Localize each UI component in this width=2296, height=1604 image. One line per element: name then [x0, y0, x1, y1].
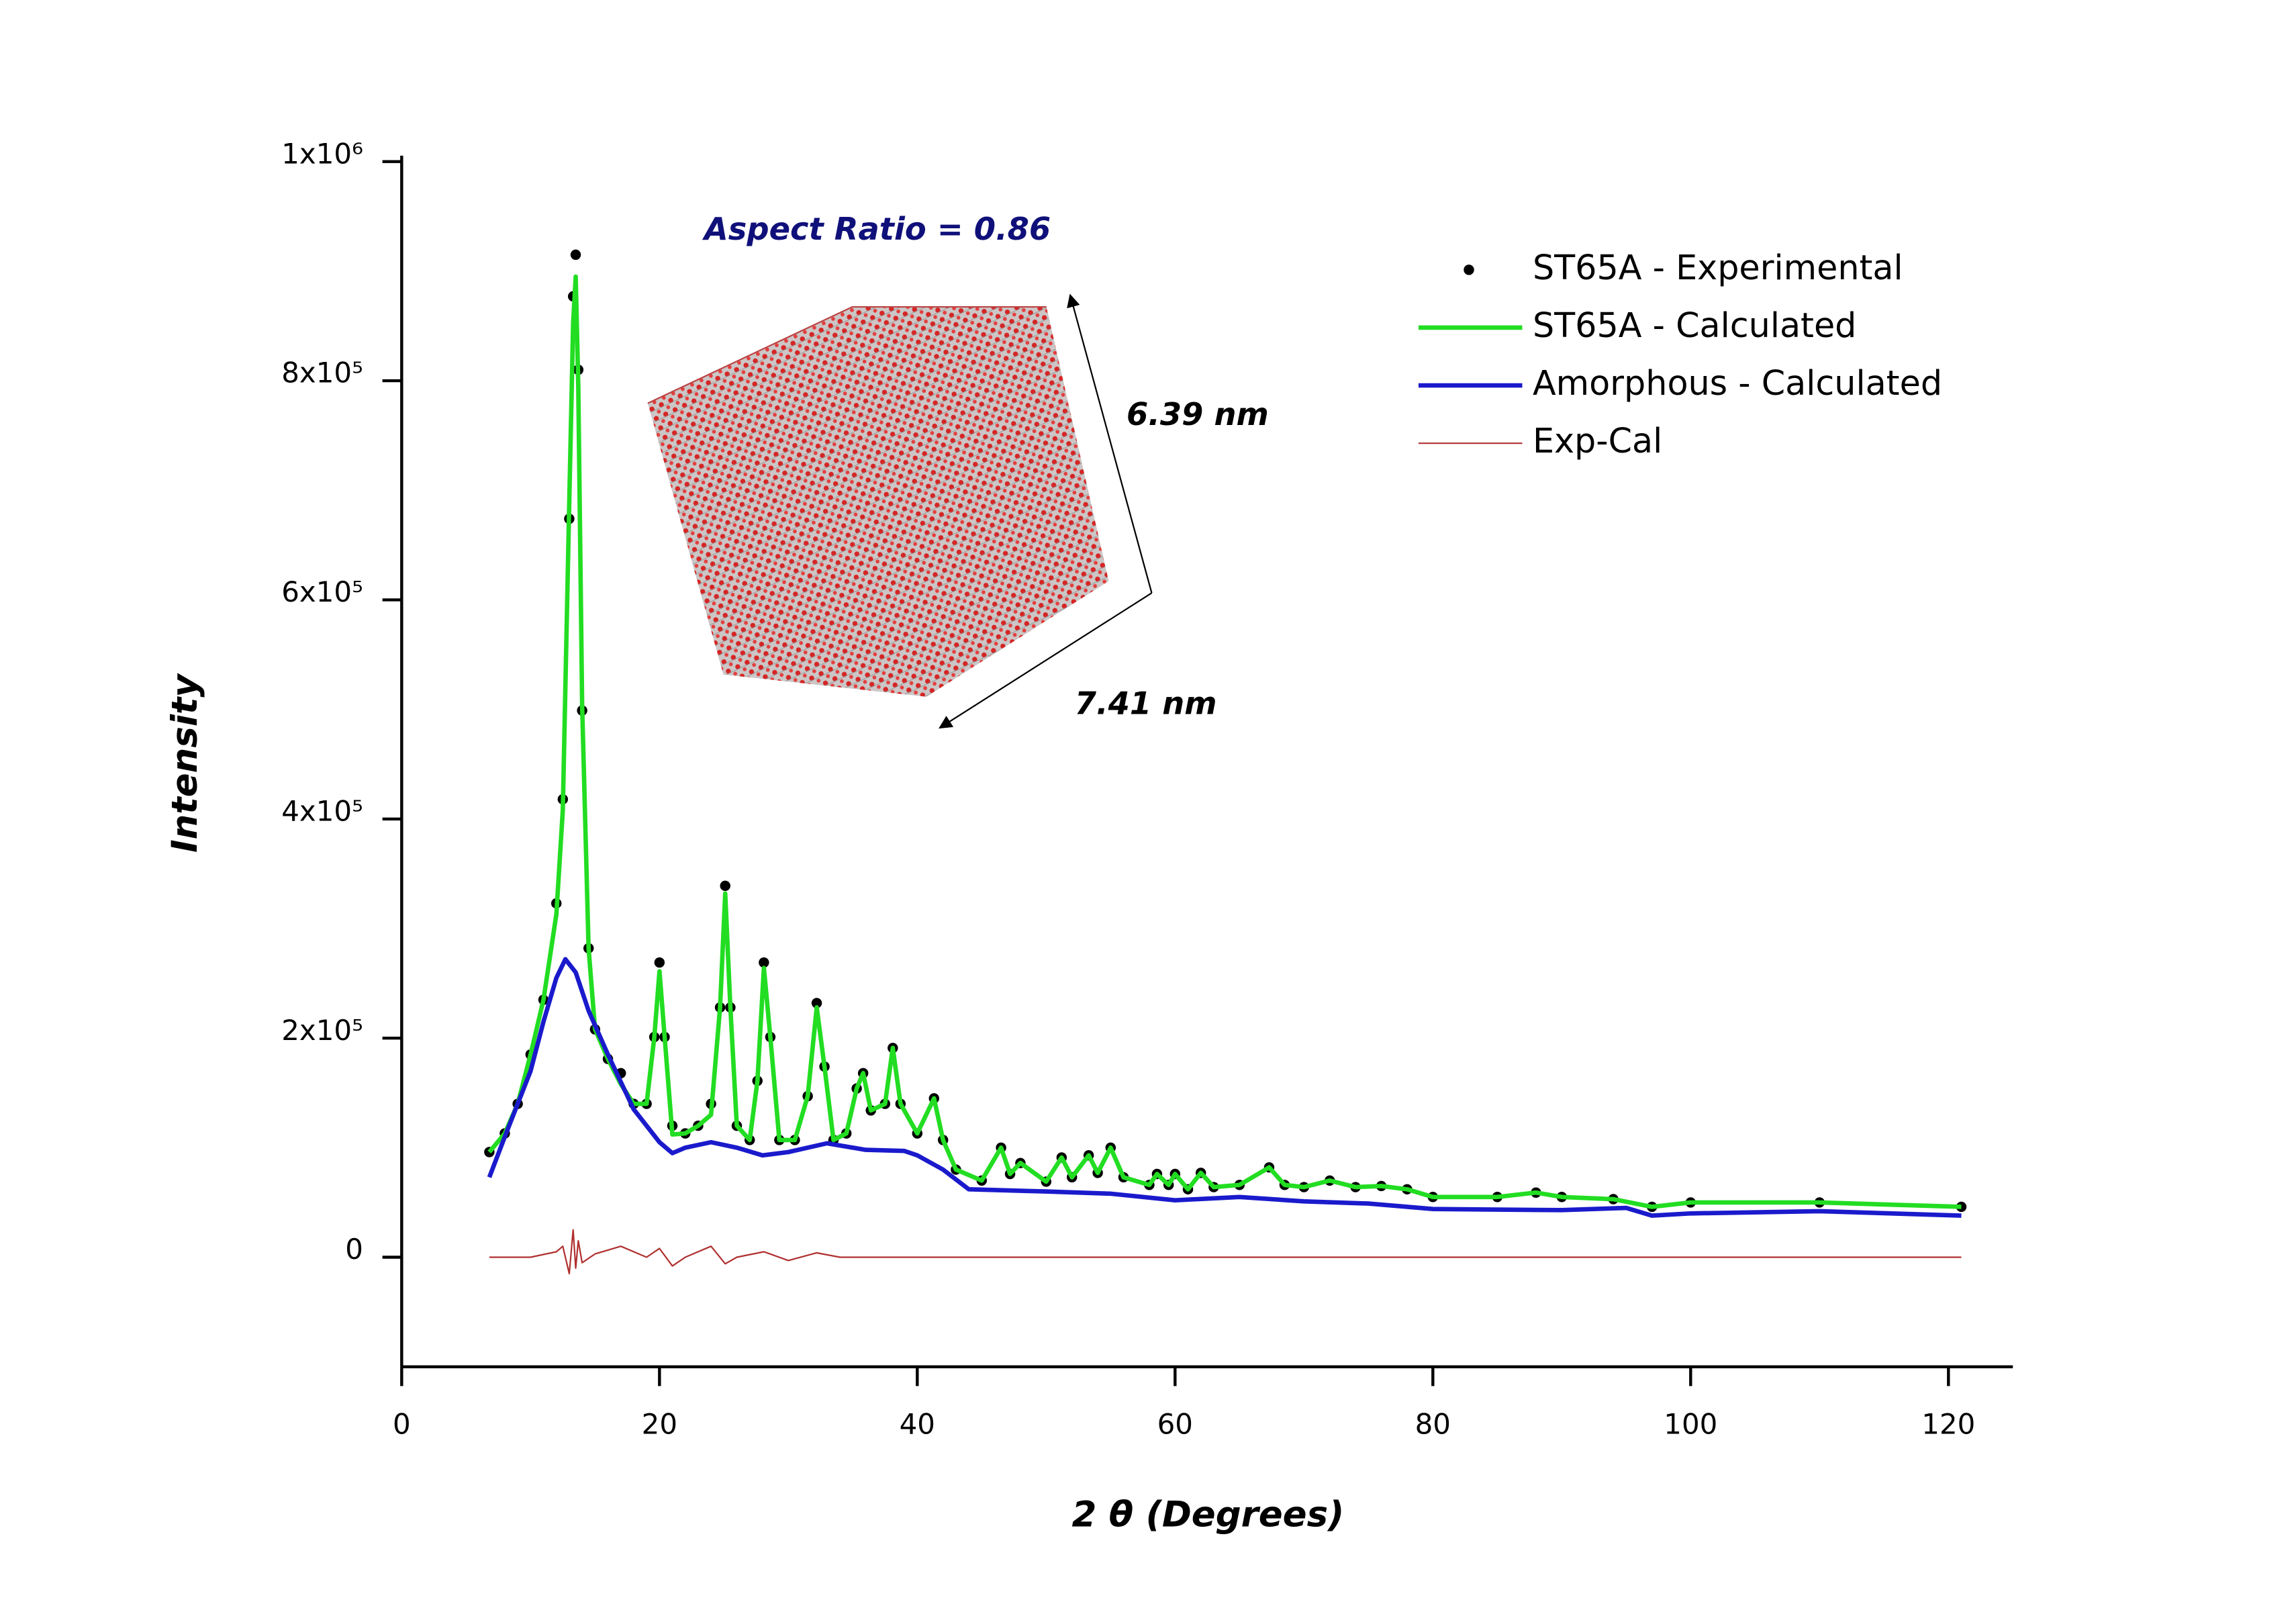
data-point — [720, 880, 730, 892]
annotation: 6.39 nm — [1127, 396, 1269, 432]
y-tick-label: 8x10⁵ — [281, 357, 363, 389]
series-line — [487, 957, 1962, 1218]
annotation: 7.41 nm — [1075, 685, 1217, 721]
y-tick-label: 6x10⁵ — [281, 575, 363, 608]
annotation: Aspect Ratio = 0.86 — [702, 211, 1051, 247]
x-tick-label: 60 — [1157, 1408, 1193, 1441]
y-tick-label: 1x10⁶ — [281, 137, 363, 170]
legend-label: Amorphous - Calculated — [1533, 363, 1942, 403]
legend-label: ST65A - Calculated — [1533, 305, 1856, 345]
legend-label: ST65A - Experimental — [1533, 248, 1903, 287]
data-point — [654, 957, 665, 968]
x-tick-label: 80 — [1415, 1408, 1451, 1441]
data-point — [759, 957, 769, 968]
y-axis-title: Intensity — [164, 673, 205, 853]
legend-marker — [1464, 265, 1474, 275]
crystal-illustration — [647, 293, 1153, 729]
x-tick-label: 40 — [900, 1408, 935, 1441]
legend-label: Exp-Cal — [1533, 421, 1662, 461]
x-tick-label: 20 — [642, 1408, 677, 1441]
y-tick-label: 2x10⁵ — [281, 1014, 363, 1047]
y-tick-label: 0 — [345, 1233, 363, 1266]
data-point — [570, 249, 581, 261]
series-line — [489, 1229, 1962, 1275]
data-point — [811, 998, 822, 1008]
x-axis-title: 2 θ (Degrees) — [1071, 1494, 1344, 1535]
x-tick-label: 0 — [393, 1408, 411, 1441]
y-tick-label: 4x10⁵ — [281, 794, 363, 827]
x-tick-label: 100 — [1664, 1408, 1717, 1441]
x-tick-label: 120 — [1921, 1408, 1975, 1441]
